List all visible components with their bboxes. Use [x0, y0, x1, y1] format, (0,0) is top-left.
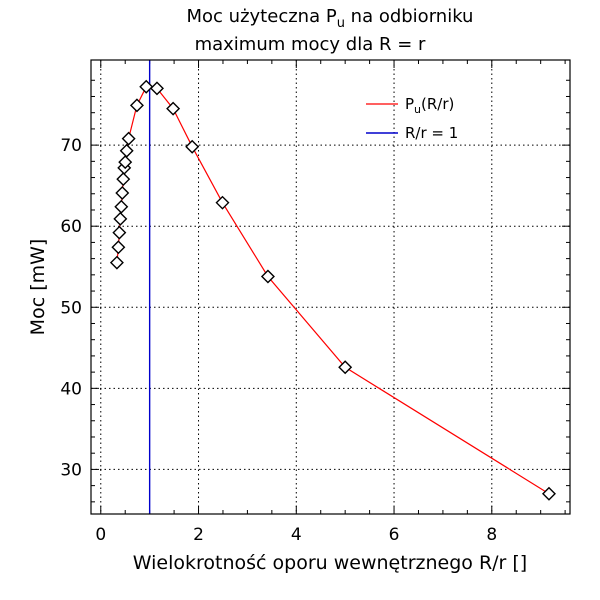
data-point-marker — [139, 79, 154, 94]
x-tick-label: 4 — [291, 525, 302, 545]
y-tick-label: 50 — [60, 298, 82, 318]
y-tick-label: 40 — [60, 379, 82, 399]
data-point-marker — [113, 211, 128, 226]
data-point-marker — [109, 255, 124, 270]
axis-ticks — [91, 60, 570, 514]
chart-title-subscript: u — [337, 16, 345, 31]
data-point-marker — [260, 269, 275, 284]
data-point-marker — [338, 360, 353, 375]
x-tick-label: 6 — [389, 525, 400, 545]
data-point-marker — [116, 172, 131, 187]
data-point-marker — [115, 185, 130, 200]
plot-frame — [90, 59, 571, 515]
series-line-pu — [116, 86, 550, 495]
y-axis-label: Moc [mW] — [27, 239, 49, 336]
data-point-marker — [119, 143, 134, 158]
x-axis-label: Wielokrotność oporu wewnętrznego R/r [] — [133, 552, 527, 574]
legend: Pu(R/r) R/r = 1 — [366, 95, 458, 142]
data-point-marker — [111, 240, 126, 255]
chart-title-line1: Moc użyteczna Pu na odbiorniku — [187, 6, 474, 31]
data-point-marker — [121, 131, 136, 146]
y-tick-label: 60 — [60, 217, 82, 237]
data-point-marker — [118, 155, 133, 170]
x-tick-labels: 0 2 4 6 8 — [95, 525, 497, 545]
x-tick-label: 2 — [193, 525, 204, 545]
legend-subscript: u — [414, 103, 421, 116]
x-tick-label: 8 — [486, 525, 497, 545]
chart-title-line2: maximum mocy dla R = r — [195, 34, 426, 55]
data-point-marker — [185, 139, 200, 154]
data-point-marker — [149, 81, 164, 96]
data-point-marker — [166, 101, 181, 116]
data-point-marker — [215, 195, 230, 210]
y-tick-labels: 30 40 50 60 70 — [60, 136, 82, 480]
grid — [91, 60, 570, 514]
data-point-marker — [112, 225, 127, 240]
legend-label-pu: Pu(R/r) — [405, 95, 454, 116]
data-point-marker — [129, 98, 144, 113]
series-markers — [109, 79, 556, 501]
x-tick-label: 0 — [95, 525, 106, 545]
y-tick-label: 70 — [60, 136, 82, 156]
legend-label-ref: R/r = 1 — [405, 124, 458, 142]
y-tick-label: 30 — [60, 460, 82, 480]
data-point-marker — [114, 199, 129, 214]
data-point-marker — [541, 486, 556, 501]
